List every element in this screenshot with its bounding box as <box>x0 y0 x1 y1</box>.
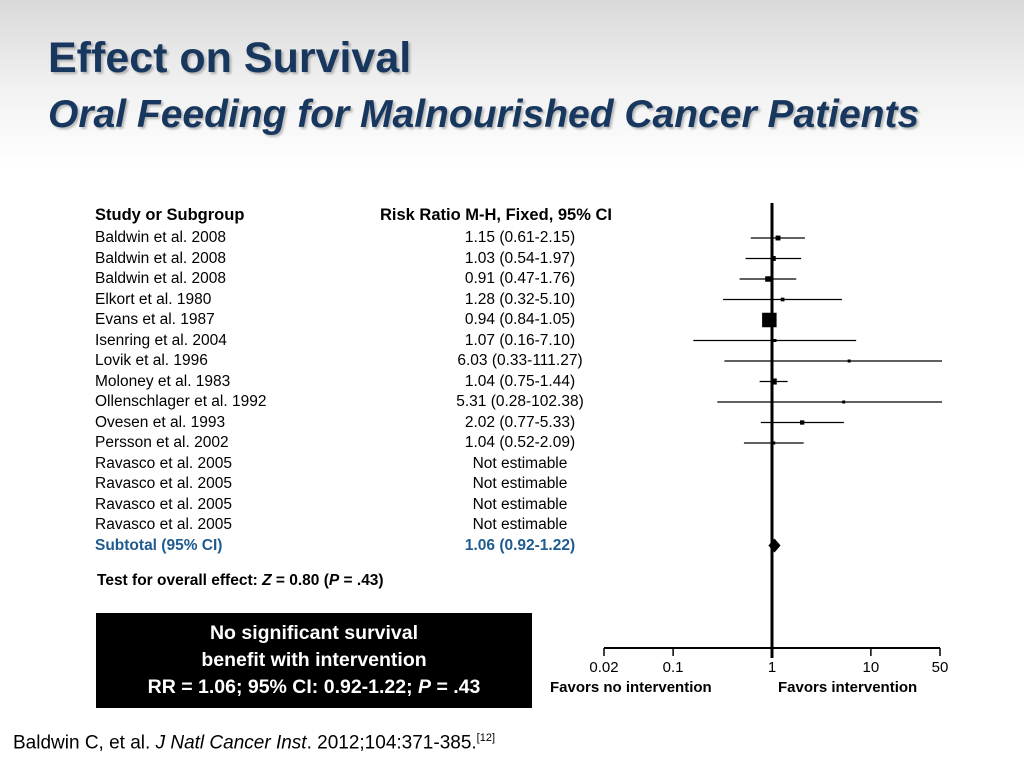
x-tick-label: 0.02 <box>589 659 618 676</box>
subtotal-ci: 1.06 (0.92-1.22) <box>464 536 576 554</box>
study-row: Ravasco et al. 2005 Not estimable <box>0 495 700 515</box>
study-row: Ravasco et al. 2005 Not estimable <box>0 454 700 474</box>
study-row: Baldwin et al. 2008 1.15 (0.61-2.15) <box>0 228 700 248</box>
citation-authors: Baldwin C, et al. <box>13 732 156 754</box>
x-tick-label: 0.1 <box>663 659 684 676</box>
callout-line-3: RR = 1.06; 95% CI: 0.92-1.22; P = .43 <box>96 674 532 701</box>
study-estimate-marker <box>770 378 777 385</box>
callout-p-symbol: P <box>418 676 432 698</box>
study-ci: 1.03 (0.54-1.97) <box>464 249 576 267</box>
study-estimate-marker <box>780 297 785 302</box>
x-tick-label: 1 <box>768 659 776 676</box>
study-row: Elkort et al. 1980 1.28 (0.32-5.10) <box>0 290 700 310</box>
study-name: Ovesen et al. 1993 <box>95 413 226 431</box>
study-name: Baldwin et al. 2008 <box>95 270 226 287</box>
study-ci: 1.15 (0.61-2.15) <box>464 229 576 246</box>
study-name: Baldwin et al. 2008 <box>95 229 226 246</box>
study-row: Ovesen et al. 1993 2.02 (0.77-5.33) <box>0 413 700 433</box>
slide-subtitle: Oral Feeding for Malnourished Cancer Pat… <box>48 93 920 136</box>
study-name: Moloney et al. 1983 <box>95 372 231 390</box>
test-prefix: Test for overall effect: <box>97 572 263 589</box>
test-suffix: = .43) <box>339 572 384 589</box>
study-name: Ravasco et al. 2005 <box>95 495 233 513</box>
study-name: Ravasco et al. 2005 <box>95 516 233 533</box>
study-row: Baldwin et al. 2008 0.91 (0.47-1.76) <box>0 269 700 289</box>
study-name: Elkort et al. 1980 <box>95 290 212 308</box>
study-ci: 6.03 (0.33-111.27) <box>457 352 583 369</box>
study-name: Ravasco et al. 2005 <box>95 475 233 492</box>
study-estimate-marker <box>775 235 781 241</box>
slide-title: Effect on Survival <box>48 34 412 82</box>
study-ci: 2.02 (0.77-5.33) <box>464 413 576 431</box>
subtotal-diamond <box>768 538 781 553</box>
study-name: Ollenschlager et al. 1992 <box>95 393 267 410</box>
study-estimate-marker <box>765 276 771 282</box>
study-name: Baldwin et al. 2008 <box>95 249 226 267</box>
study-row: Isenring et al. 2004 1.07 (0.16-7.10) <box>0 331 700 351</box>
study-name: Lovik et al. 1996 <box>95 352 208 369</box>
study-estimate-marker <box>762 312 777 328</box>
study-ci: Not estimable <box>472 454 568 472</box>
study-ci: 0.94 (0.84-1.05) <box>464 311 576 328</box>
study-estimate-marker <box>800 420 805 425</box>
study-ci: 1.28 (0.32-5.10) <box>464 290 576 308</box>
study-ci: Not estimable <box>472 516 568 533</box>
study-row: Persson et al. 2002 1.04 (0.52-2.09) <box>0 433 700 453</box>
study-row: Lovik et al. 1996 6.03 (0.33-111.27) <box>0 351 700 371</box>
favors-left-label: Favors no intervention <box>550 679 712 696</box>
study-estimate-marker <box>847 359 851 363</box>
study-row: Ravasco et al. 2005 Not estimable <box>0 515 700 535</box>
conclusion-callout: No significant survival benefit with int… <box>96 613 532 708</box>
study-name: Ravasco et al. 2005 <box>95 454 233 472</box>
citation-ref: [12] <box>476 732 496 744</box>
study-row: Ravasco et al. 2005 Not estimable <box>0 474 700 494</box>
column-header-study: Study or Subgroup <box>95 206 245 224</box>
study-row: Baldwin et al. 2008 1.03 (0.54-1.97) <box>0 249 700 269</box>
citation-details: . 2012;104:371-385. <box>306 732 477 754</box>
study-ci: 1.07 (0.16-7.10) <box>464 331 576 349</box>
callout-line-3-pre: RR = 1.06; 95% CI: 0.92-1.22; <box>147 676 419 698</box>
callout-line-2: benefit with intervention <box>201 649 427 671</box>
study-estimate-marker <box>772 441 776 445</box>
x-tick-label: 50 <box>932 659 949 676</box>
study-estimate-marker <box>842 400 846 404</box>
test-p-symbol: P <box>328 572 340 589</box>
study-name: Evans et al. 1987 <box>95 311 215 328</box>
favors-right-label: Favors intervention <box>778 679 917 696</box>
test-mid: = 0.80 ( <box>271 572 329 589</box>
study-ci: 5.31 (0.28-102.38) <box>456 393 584 410</box>
column-header-risk-ratio: Risk Ratio M-H, Fixed, 95% CI <box>380 206 612 224</box>
subtotal-label: Subtotal (95% CI) <box>95 536 223 554</box>
callout-line-3-post: = .43 <box>431 676 481 698</box>
study-estimate-marker <box>770 256 776 261</box>
test-z-symbol: Z <box>262 572 272 589</box>
study-ci: 1.04 (0.52-2.09) <box>464 434 576 451</box>
study-row: Moloney et al. 1983 1.04 (0.75-1.44) <box>0 372 700 392</box>
study-ci: 0.91 (0.47-1.76) <box>464 270 576 287</box>
overall-effect-test: Test for overall effect: Z = 0.80 (P = .… <box>97 572 384 590</box>
x-tick-label: 10 <box>863 659 880 676</box>
study-ci: Not estimable <box>472 475 568 492</box>
study-name: Isenring et al. 2004 <box>95 331 227 349</box>
study-row: Evans et al. 1987 0.94 (0.84-1.05) <box>0 310 700 330</box>
study-ci: 1.04 (0.75-1.44) <box>464 372 576 390</box>
study-ci: Not estimable <box>472 495 568 513</box>
study-row: Ollenschlager et al. 1992 5.31 (0.28-102.… <box>0 392 700 412</box>
forest-plot: 0.02 0.1 1 10 50 Favors no intervention Favors… <box>550 203 949 696</box>
study-name: Persson et al. 2002 <box>95 434 229 451</box>
citation-journal: J Natl Cancer Inst <box>155 732 307 754</box>
callout-line-1: No significant survival <box>209 622 419 644</box>
study-estimate-marker <box>773 339 777 342</box>
citation: Baldwin C, et al. J Natl Cancer Inst. 20… <box>13 732 495 754</box>
subtotal-row: Subtotal (95% CI) 1.06 (0.92-1.22) <box>0 536 700 556</box>
